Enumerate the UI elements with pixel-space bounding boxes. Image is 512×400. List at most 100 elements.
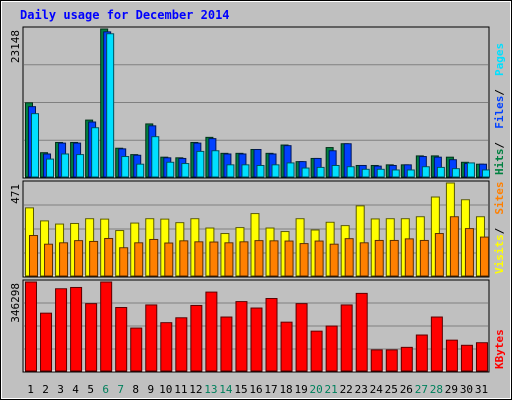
bar-sites-day-22 (344, 238, 354, 277)
bar-pages-day-24 (376, 168, 385, 178)
legend: Visits / Sites (493, 181, 506, 274)
day-label-1: 1 (27, 383, 34, 396)
bar-pages-day-3 (61, 153, 70, 178)
legend-separator: / (493, 227, 506, 234)
day-label-9: 9 (147, 383, 154, 396)
bar-sites-day-17 (269, 240, 279, 277)
day-label-15: 15 (234, 383, 247, 396)
bar-pages-day-17 (271, 164, 280, 178)
bar-kbytes-day-23 (355, 292, 368, 372)
bar-sites-day-27 (419, 239, 429, 277)
panel-kbytes: 346298 KBytes (9, 279, 506, 373)
day-label-23: 23 (355, 383, 368, 396)
bar-sites-day-25 (389, 239, 399, 277)
bar-sites-day-14 (224, 242, 234, 277)
bar-kbytes-day-28 (430, 316, 443, 372)
bar-kbytes-day-29 (445, 339, 458, 372)
bar-kbytes-day-7 (115, 307, 128, 372)
bar-sites-day-21 (329, 243, 339, 277)
bar-pages-day-18 (286, 162, 295, 178)
bar-sites-day-11 (179, 240, 189, 277)
bar-kbytes-day-10 (160, 322, 173, 372)
bar-kbytes-day-4 (70, 286, 83, 372)
bar-kbytes-day-6 (100, 281, 113, 372)
panel-hits-files-pages: 23148 Hits / Files / Pages (9, 26, 506, 179)
bar-sites-day-8 (134, 242, 144, 277)
bar-kbytes-day-2 (40, 312, 53, 372)
day-label-16: 16 (249, 383, 262, 396)
day-label-26: 26 (400, 383, 413, 396)
bar-sites-day-19 (299, 243, 309, 277)
day-labels: 1 2 3 4 5 6 7 8 9 10 11 12 13 14 15 16 17 18 19 20 21 22 23 24 2… (27, 383, 488, 396)
day-label-20: 20 (310, 383, 323, 396)
bar-sites-day-3 (59, 242, 69, 277)
day-label-12: 12 (189, 383, 202, 396)
bar-pages-day-12 (196, 150, 205, 178)
bar-kbytes-day-12 (190, 304, 203, 372)
y-max-label: 346298 (9, 283, 22, 323)
bar-sites-day-4 (74, 240, 84, 277)
bar-pages-day-31 (481, 169, 490, 178)
day-label-22: 22 (340, 383, 353, 396)
bar-pages-day-6 (106, 33, 115, 178)
bar-sites-day-24 (374, 239, 384, 277)
bar-kbytes-day-31 (475, 342, 488, 372)
bar-kbytes-day-3 (55, 288, 68, 372)
bar-sites-day-23 (359, 242, 369, 277)
day-label-13: 13 (204, 383, 217, 396)
legend-label-hits: Hits (493, 149, 506, 176)
bar-sites-day-10 (164, 242, 174, 277)
bar-pages-day-15 (241, 164, 250, 178)
bar-sites-day-20 (314, 240, 324, 277)
bar-kbytes-day-5 (85, 303, 98, 372)
bar-pages-day-8 (136, 163, 145, 178)
day-label-30: 30 (460, 383, 473, 396)
day-label-31: 31 (475, 383, 488, 396)
bar-sites-day-31 (479, 236, 489, 277)
bar-pages-day-28 (436, 166, 445, 178)
bar-pages-day-10 (166, 161, 175, 178)
bar-pages-day-5 (91, 127, 100, 178)
bar-sites-day-18 (284, 240, 294, 277)
day-label-7: 7 (117, 383, 124, 396)
bar-pages-day-23 (361, 168, 370, 178)
legend-separator: / (493, 142, 506, 149)
bar-kbytes-day-30 (460, 344, 473, 372)
bar-pages-day-1 (31, 113, 39, 178)
day-label-4: 4 (72, 383, 79, 396)
bar-kbytes-day-11 (175, 317, 188, 372)
bar-pages-day-26 (406, 169, 415, 178)
bar-pages-day-11 (181, 163, 190, 178)
chart-title: Daily usage for December 2014 (20, 8, 230, 22)
bar-sites-day-16 (254, 240, 264, 277)
bar-kbytes-day-26 (400, 346, 413, 372)
day-label-10: 10 (159, 383, 172, 396)
legend-label-kbytes: KBytes (493, 329, 506, 369)
bar-sites-day-7 (119, 247, 129, 277)
bar-pages-day-21 (331, 164, 340, 178)
day-label-28: 28 (430, 383, 443, 396)
bar-kbytes-day-16 (250, 307, 263, 372)
bar-sites-day-28 (434, 233, 444, 277)
bar-pages-day-22 (346, 166, 355, 178)
day-label-19: 19 (294, 383, 307, 396)
bar-pages-day-14 (226, 164, 235, 178)
bar-sites-day-5 (89, 240, 99, 277)
chart-panels: 23148 Hits / Files / Pages 471 Visits / Sit… (9, 26, 506, 373)
bar-kbytes-day-18 (280, 321, 293, 372)
day-label-8: 8 (132, 383, 139, 396)
legend-label-pages: Pages (493, 43, 506, 76)
bar-pages-day-2 (46, 158, 55, 178)
legend: KBytes (493, 329, 506, 369)
bar-kbytes-day-21 (325, 325, 338, 372)
day-label-5: 5 (87, 383, 94, 396)
day-label-14: 14 (219, 383, 233, 396)
bar-kbytes-day-19 (295, 303, 308, 372)
bar-pages-day-20 (316, 166, 325, 178)
legend-label-visits: Visits (493, 234, 506, 274)
day-label-6: 6 (102, 383, 109, 396)
day-label-2: 2 (42, 383, 49, 396)
bar-sites-day-12 (194, 241, 204, 277)
